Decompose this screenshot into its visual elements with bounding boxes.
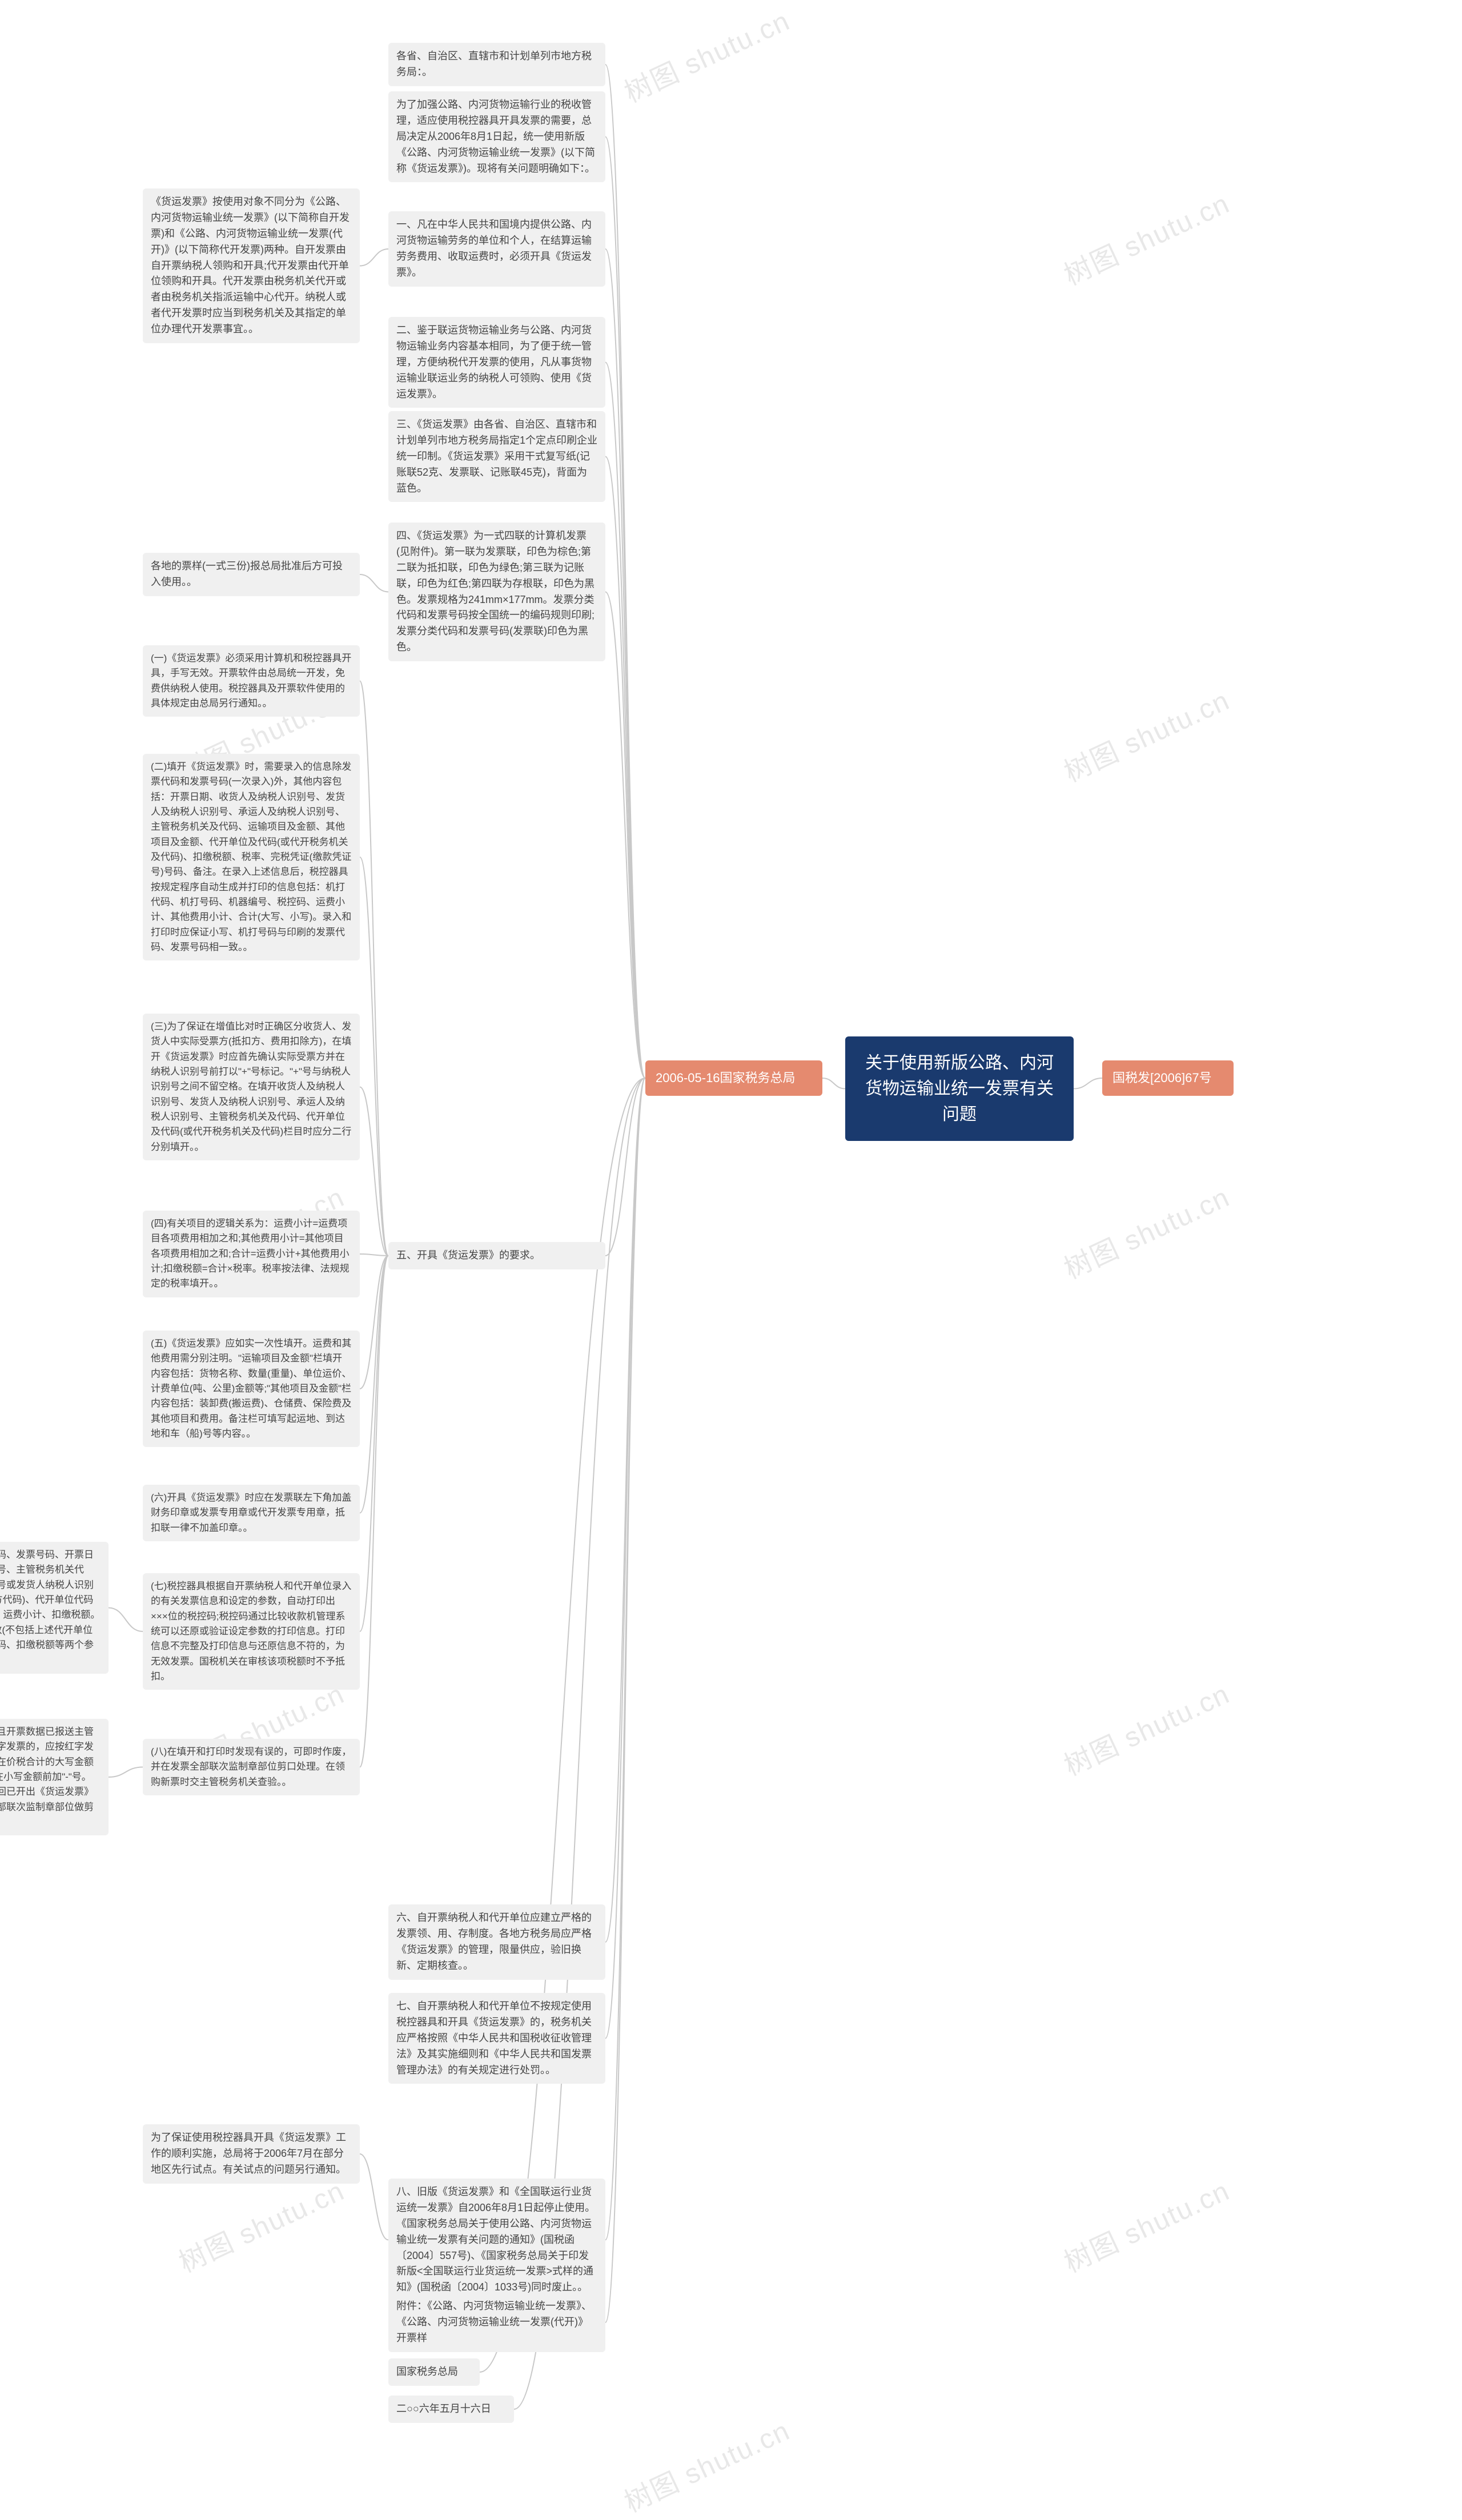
mid-node: 八、旧版《货运发票》和《全国联运行业货运统一发票》自2006年8月1日起停止使用…	[388, 2179, 605, 2301]
leaf-node: (三)为了保证在增值比对时正确区分收货人、发货人中实际受票方(抵扣方、费用扣除方…	[143, 1014, 360, 1160]
mid-node: 四、《货运发票》为一式四联的计算机发票(见附件)。第一联为发票联，印色为棕色;第…	[388, 523, 605, 661]
mid-node: 为了加强公路、内河货物运输行业的税收管理，适应使用税控器具开具发票的需要，总局决…	[388, 91, 605, 182]
mid-node: 各地的票样(一式三份)报总局批准后方可投入使用。。	[143, 553, 360, 596]
right-orange-node: 国税发[2006]67号	[1102, 1060, 1234, 1096]
watermark: 树图 shutu.cn	[171, 2168, 350, 2280]
mid-node: 二、鉴于联运货物运输业务与公路、内河货物运输业务内容基本相同，为了便于统一管理，…	[388, 317, 605, 408]
mid-node: 六、自开票纳税人和代开单位应建立严格的发票领、用、存制度。各地方税务局应严格《货…	[388, 1904, 605, 1980]
watermark: 树图 shutu.cn	[1057, 2168, 1235, 2280]
watermark: 树图 shutu.cn	[1057, 181, 1235, 293]
mid-node: 为了保证使用税控器具开具《货运发票》工作的顺利实施，总局将于2006年7月在部分…	[143, 2124, 360, 2184]
leaf-node: (八)在填开和打印时发现有误的，可即时作废，并在发票全部联次监制章部位剪口处理。…	[143, 1739, 360, 1795]
leaf-node: 设定参数包括：发票代码、发票号码、开票日期、承运人纳税人识别号、主管税务机关代码…	[0, 1542, 109, 1674]
mid-node: 《货运发票》按使用对象不同分为《公路、内河货物运输业统一发票》(以下简称自开发票…	[143, 188, 360, 343]
watermark: 树图 shutu.cn	[617, 2408, 796, 2520]
leaf-node: 在已填开《货运发票》且开票数据已报送主管税务机关后需要开具红字发票的，应按红字发…	[0, 1719, 109, 1835]
watermark: 树图 shutu.cn	[617, 0, 796, 110]
left-orange-node: 2006-05-16国家税务总局	[645, 1060, 822, 1096]
mid-node: 七、自开票纳税人和代开单位不按规定使用税控器具和开具《货运发票》的，税务机关应严…	[388, 1993, 605, 2084]
leaf-node: (四)有关项目的逻辑关系为：运费小计=运费项目各项费用相加之和;其他费用小计=其…	[143, 1211, 360, 1297]
watermark: 树图 shutu.cn	[1057, 678, 1235, 790]
mid-node: 各省、自治区、直辖市和计划单列市地方税务局：。	[388, 43, 605, 86]
mid-node: 三、《货运发票》由各省、自治区、直辖市和计划单列市地方税务局指定1个定点印刷企业…	[388, 411, 605, 502]
watermark: 树图 shutu.cn	[1057, 1671, 1235, 1783]
root-node: 关于使用新版公路、内河货物运输业统一发票有关问题	[845, 1036, 1074, 1141]
mid-node: 附件：《公路、内河货物运输业统一发票》、《公路、内河货物运输业统一发票(代开)》…	[388, 2293, 605, 2352]
watermark: 树图 shutu.cn	[1057, 1175, 1235, 1287]
leaf-node: (七)税控器具根据自开票纳税人和代开单位录入的有关发票信息和设定的参数，自动打印…	[143, 1573, 360, 1690]
leaf-node: (二)填开《货运发票》时，需要录入的信息除发票代码和发票号码(一次录入)外，其他…	[143, 754, 360, 960]
mid-node: 一、凡在中华人民共和国境内提供公路、内河货物运输劳务的单位和个人，在结算运输劳务…	[388, 211, 605, 287]
mid-node: 五、开具《货运发票》的要求。	[388, 1242, 605, 1269]
leaf-node: (六)开具《货运发票》时应在发票联左下角加盖财务印章或发票专用章或代开发票专用章…	[143, 1485, 360, 1541]
leaf-node: (五)《货运发票》应如实一次性填开。运费和其他费用需分别注明。"运输项目及金额"…	[143, 1331, 360, 1447]
mid-node: 国家税务总局	[388, 2358, 480, 2386]
mid-node: 二○○六年五月十六日	[388, 2396, 514, 2423]
leaf-node: (一)《货运发票》必须采用计算机和税控器具开具，手写无效。开票软件由总局统一开发…	[143, 645, 360, 717]
